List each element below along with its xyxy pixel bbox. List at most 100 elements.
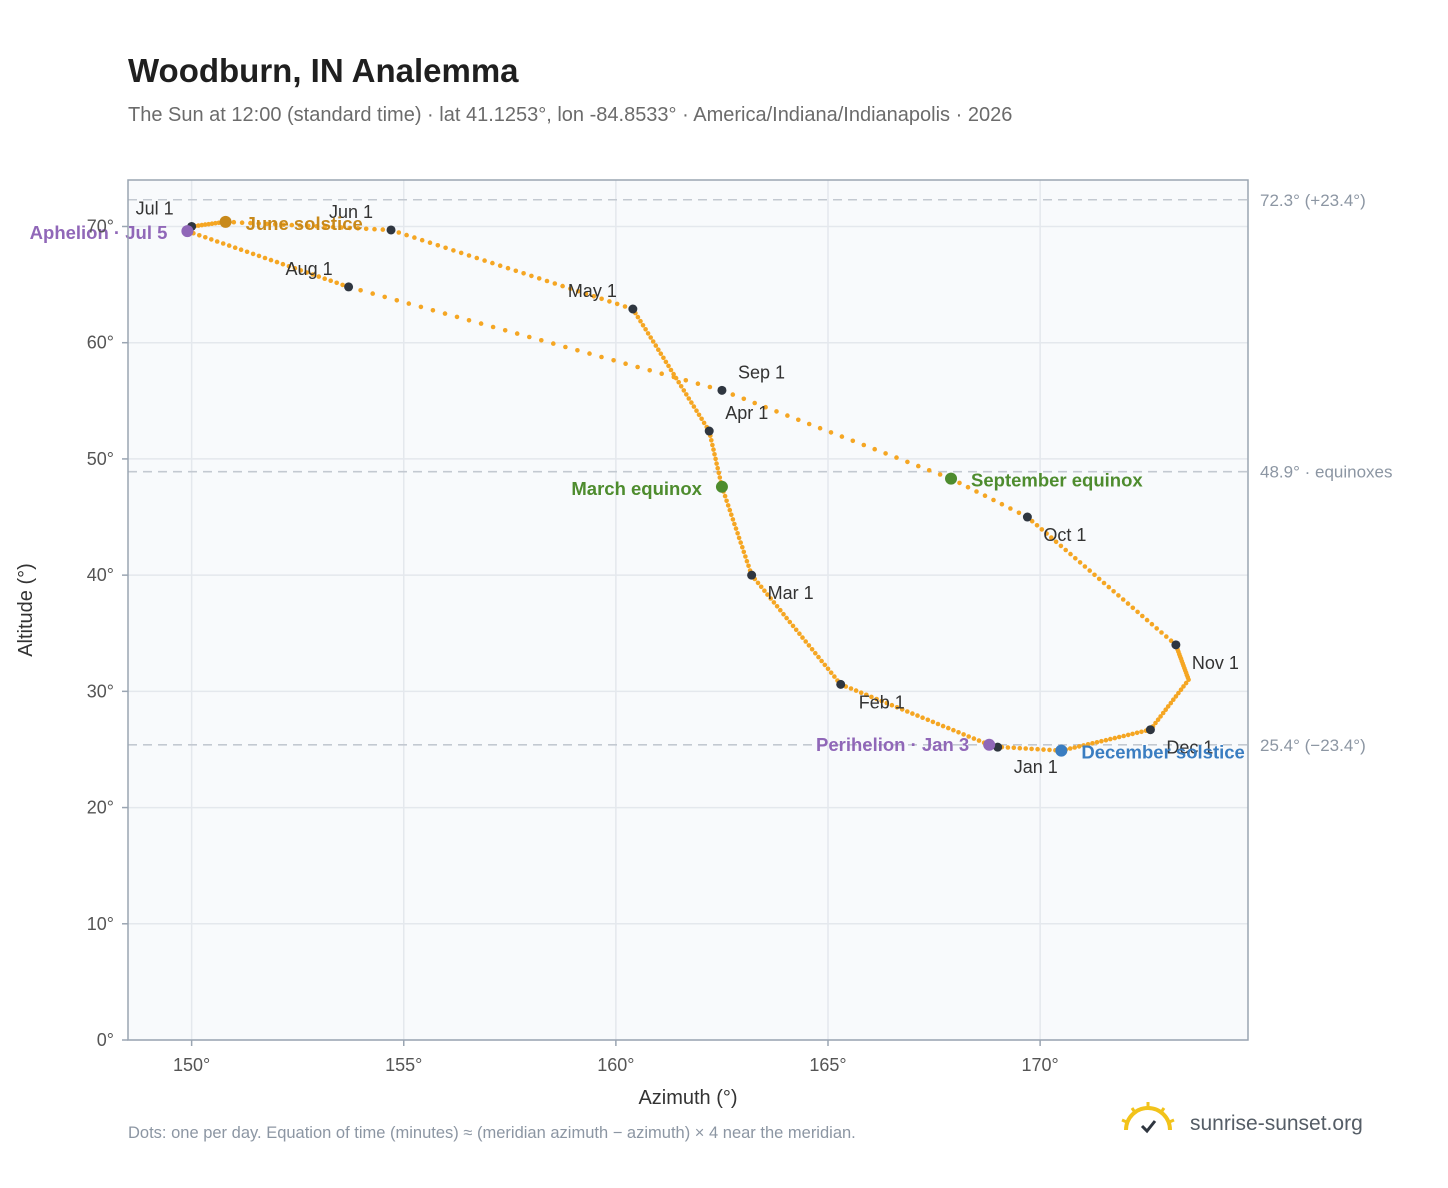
daily-sun-dot <box>1120 597 1126 602</box>
daily-sun-dot <box>551 341 556 346</box>
daily-sun-dot <box>781 611 786 617</box>
brand-logo[interactable]: sunrise-sunset.org <box>1118 1100 1398 1150</box>
daily-sun-dot <box>774 604 780 609</box>
month-marker <box>993 742 1003 752</box>
daily-sun-dot <box>220 241 226 246</box>
daily-sun-dot <box>643 327 648 332</box>
daily-sun-dot <box>231 219 237 225</box>
daily-sun-dot <box>1047 747 1052 753</box>
daily-sun-dot <box>238 247 244 252</box>
daily-sun-dot <box>638 318 643 324</box>
daily-sun-dot <box>358 288 363 293</box>
daily-sun-dot <box>822 662 828 668</box>
daily-sun-dot <box>635 314 641 320</box>
daily-sun-dot <box>1106 584 1112 590</box>
daily-sun-dot <box>778 607 783 613</box>
month-marker-label: Oct 1 <box>1043 525 1086 545</box>
daily-sun-dot <box>991 497 996 503</box>
daily-sun-dot <box>1139 729 1144 735</box>
daily-sun-dot <box>940 723 946 729</box>
daily-sun-dot <box>1081 743 1086 748</box>
daily-sun-dot <box>671 374 677 380</box>
daily-sun-dot <box>490 324 496 330</box>
special-points: March equinox September equinox June solst… <box>30 213 1245 763</box>
daily-sun-dot <box>730 517 736 522</box>
daily-sun-dot <box>339 225 344 230</box>
month-marker <box>836 679 846 689</box>
daily-sun-dot <box>699 416 704 422</box>
daily-sun-dot <box>1144 617 1150 623</box>
daily-sun-dot <box>735 531 740 536</box>
daily-sun-dot <box>1087 568 1092 573</box>
daily-sun-dot <box>213 220 218 226</box>
daily-sun-dot <box>268 257 274 263</box>
daily-sun-dot <box>797 631 802 636</box>
daily-sun-dot <box>1068 551 1073 557</box>
daily-sun-dot <box>785 413 790 418</box>
daily-sun-dot <box>650 339 656 344</box>
daily-sun-dot <box>691 404 697 409</box>
daily-sun-dot <box>1149 621 1155 627</box>
daily-sun-dot <box>755 580 761 586</box>
daily-sun-dot <box>803 639 808 644</box>
daily-sun-dot <box>676 379 681 385</box>
daily-sun-dot <box>733 526 739 531</box>
daily-sun-dot <box>825 666 831 672</box>
daily-sun-dot <box>322 224 328 229</box>
daily-sun-dot <box>1058 543 1064 549</box>
x-tick-label: 155° <box>385 1055 422 1075</box>
daily-sun-dot <box>536 276 542 281</box>
daily-sun-dot <box>1158 714 1163 719</box>
daily-sun-dot <box>199 222 205 228</box>
daily-sun-dot <box>1053 539 1059 545</box>
daily-sun-dot <box>905 709 910 714</box>
reference-line-label: 48.9° · equinoxes <box>1260 463 1393 482</box>
daily-sun-dot <box>1130 605 1136 611</box>
daily-sun-dot <box>1090 741 1095 746</box>
daily-sun-dot <box>1063 547 1068 553</box>
daily-sun-dot <box>763 404 768 410</box>
daily-sun-dot <box>806 421 812 427</box>
daily-sun-dot <box>1092 572 1097 578</box>
daily-sun-dot <box>1029 746 1034 752</box>
daily-sun-dot <box>999 501 1005 507</box>
daily-sun-dot <box>1029 518 1035 524</box>
daily-sun-dot <box>1159 630 1164 635</box>
daily-sun-dot <box>889 702 895 708</box>
daily-sun-dot <box>443 245 448 251</box>
y-tick-label: 60° <box>87 333 114 353</box>
special-point-label: September equinox <box>971 470 1143 491</box>
daily-sun-dot <box>505 265 511 271</box>
daily-sun-dot <box>1173 694 1179 699</box>
daily-sun-dot <box>264 221 270 227</box>
daily-sun-dot <box>1171 697 1176 702</box>
daily-sun-dot <box>1168 700 1174 706</box>
daily-sun-dot <box>1085 742 1091 747</box>
daily-sun-dot <box>946 725 951 731</box>
daily-sun-dot <box>430 308 436 313</box>
daily-sun-dot <box>363 226 369 232</box>
daily-sun-dot <box>1077 560 1083 565</box>
daily-sun-dot <box>328 278 334 284</box>
daily-sun-dot <box>209 237 214 242</box>
daily-sun-dot <box>1181 684 1186 689</box>
daily-sun-dot <box>1103 737 1109 743</box>
daily-sun-dot <box>681 388 687 393</box>
month-marker <box>386 225 396 235</box>
daily-sun-dot <box>668 367 674 373</box>
daily-sun-dot <box>711 447 716 452</box>
daily-sun-dot <box>599 296 604 302</box>
daily-sun-dot <box>1116 593 1121 598</box>
daily-sun-dot <box>310 272 316 277</box>
daily-sun-dot <box>774 409 779 414</box>
daily-sun-dot <box>478 321 484 326</box>
daily-sun-dot <box>832 674 837 679</box>
daily-sun-dot <box>828 430 834 435</box>
daily-sun-dot <box>502 328 508 333</box>
daily-sun-dot <box>712 452 717 457</box>
daily-sun-dot <box>816 654 821 660</box>
daily-sun-dot <box>340 282 345 288</box>
month-marker <box>717 385 727 395</box>
daily-sun-dot <box>563 344 568 350</box>
daily-sun-dot <box>762 588 767 593</box>
